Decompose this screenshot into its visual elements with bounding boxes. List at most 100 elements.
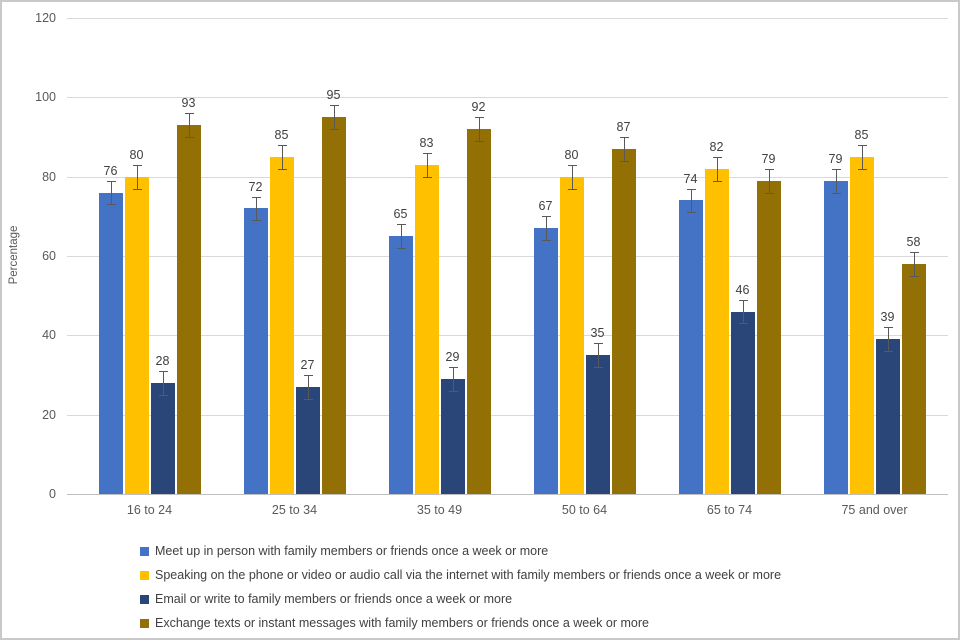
error-bar-cap — [764, 192, 774, 194]
bar-value-label: 72 — [248, 179, 263, 194]
error-bar-cap — [712, 180, 722, 182]
error-bar-cap — [619, 160, 629, 162]
error-bar-cap — [132, 188, 142, 190]
gridline — [67, 18, 948, 19]
error-bar-cap — [567, 188, 577, 190]
bar — [440, 378, 465, 494]
error-bar-cap — [831, 168, 841, 170]
bar — [823, 180, 848, 494]
error-bar — [307, 375, 309, 399]
error-bar — [913, 252, 915, 276]
error-bar — [887, 327, 889, 352]
legend-swatch — [140, 595, 149, 604]
error-bar-cap — [184, 137, 194, 138]
bar-value-label: 85 — [274, 127, 289, 142]
error-bar-cap — [251, 196, 261, 198]
error-bar-cap — [448, 390, 458, 392]
error-bar — [861, 144, 863, 169]
error-bar — [478, 117, 480, 141]
error-bar-cap — [303, 398, 313, 400]
bar-value-label: 92 — [471, 100, 486, 115]
gridline — [67, 256, 948, 257]
bar — [849, 156, 874, 494]
error-bar — [716, 156, 718, 181]
bar-value-label: 74 — [683, 171, 698, 186]
error-bar-cap — [422, 176, 432, 178]
error-bar-cap — [132, 164, 142, 166]
y-axis-tick-label: 80 — [42, 169, 56, 184]
error-bar-cap — [857, 168, 867, 170]
error-bar — [742, 299, 744, 324]
bar — [611, 148, 636, 494]
x-axis-category-label: 35 to 49 — [416, 503, 463, 517]
error-bar-cap — [251, 220, 261, 222]
bar — [269, 156, 294, 494]
bar-value-label: 27 — [300, 358, 315, 372]
y-axis-tick-label: 60 — [42, 249, 56, 263]
error-bar-cap — [541, 240, 551, 242]
error-bar-cap — [158, 371, 168, 373]
bar — [321, 117, 346, 494]
bar — [901, 263, 926, 494]
bar — [756, 180, 781, 494]
error-bar-cap — [277, 168, 287, 170]
error-bar — [333, 105, 335, 130]
error-bar-cap — [593, 367, 603, 369]
error-bar — [768, 168, 770, 193]
bar-value-label: 93 — [181, 96, 196, 111]
error-bar — [597, 343, 599, 368]
gridline — [67, 414, 948, 416]
error-bar — [623, 137, 625, 161]
error-bar-cap — [831, 192, 841, 194]
gridline — [67, 97, 948, 99]
bar-value-label: 87 — [616, 120, 631, 134]
error-bar — [452, 367, 454, 391]
error-bar-cap — [909, 252, 919, 254]
error-bar-cap — [738, 299, 748, 301]
bar-value-label: 85 — [854, 127, 869, 142]
bar — [678, 200, 703, 494]
bar — [730, 311, 755, 494]
error-bar-cap — [619, 137, 629, 138]
error-bar — [400, 224, 402, 249]
legend-item-label: Speaking on the phone or video or audio … — [155, 568, 782, 582]
bar-value-label: 76 — [103, 163, 118, 178]
bar — [176, 125, 201, 494]
error-bar — [281, 144, 283, 169]
error-bar-cap — [329, 105, 339, 107]
error-bar-cap — [277, 144, 287, 146]
x-axis-line — [67, 494, 948, 495]
error-bar-cap — [686, 188, 696, 190]
bar-value-label: 80 — [564, 147, 579, 162]
bar-value-label: 79 — [761, 151, 776, 166]
bar — [585, 355, 610, 494]
bar — [466, 129, 491, 494]
error-bar-cap — [909, 275, 919, 277]
x-axis-category-label: 25 to 34 — [271, 503, 318, 517]
error-bar-cap — [857, 144, 867, 146]
bar-value-label: 65 — [393, 207, 408, 222]
error-bar-cap — [474, 117, 484, 119]
error-bar-cap — [593, 343, 603, 345]
bar-value-label: 35 — [590, 326, 605, 341]
gridline — [67, 335, 948, 337]
error-bar-cap — [712, 156, 722, 158]
bar-value-label: 29 — [445, 350, 460, 365]
x-axis-category-label: 65 to 74 — [706, 503, 753, 517]
error-bar — [136, 164, 138, 189]
error-bar-cap — [396, 224, 406, 226]
legend-swatch — [140, 619, 149, 628]
error-bar — [188, 113, 190, 137]
legend-item-label: Email or write to family members or frie… — [155, 592, 513, 606]
bar-value-label: 28 — [155, 354, 170, 369]
x-axis-category-label: 16 to 24 — [126, 503, 173, 517]
bar — [414, 164, 439, 494]
legend-swatch — [140, 571, 149, 580]
gridline — [67, 176, 948, 178]
error-bar-cap — [396, 248, 406, 250]
y-axis-title: Percentage — [8, 225, 20, 285]
legend-swatch — [140, 547, 149, 556]
bar — [559, 176, 584, 494]
bar-value-label: 46 — [735, 282, 750, 297]
